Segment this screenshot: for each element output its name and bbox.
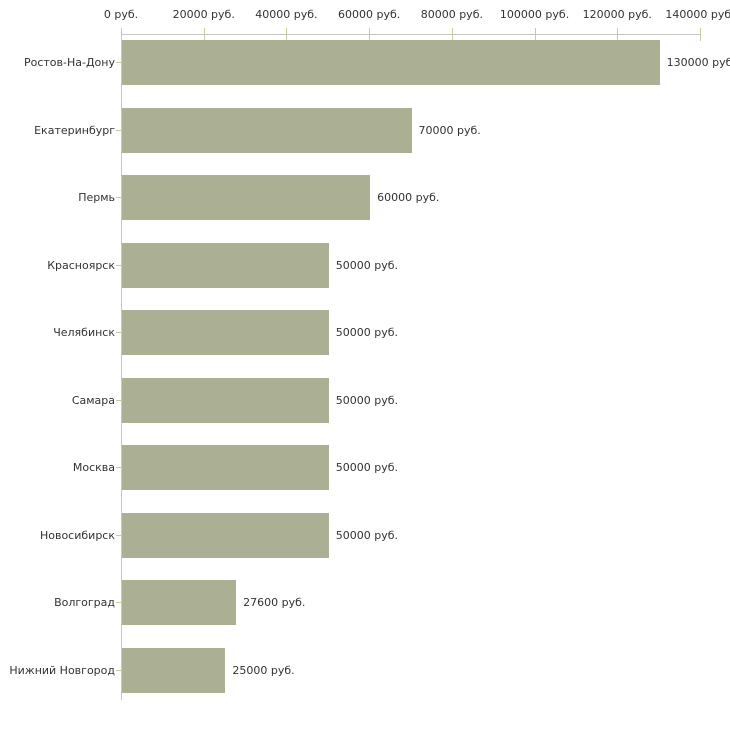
bar-row: Челябинск 50000 руб. xyxy=(0,310,730,355)
x-tick-label: 20000 руб. xyxy=(172,8,235,21)
category-tick xyxy=(116,534,121,536)
bar-row: Ростов-На-Дону 130000 руб. xyxy=(0,40,730,85)
value-label: 50000 руб. xyxy=(335,461,399,474)
x-tick-label: 0 руб. xyxy=(103,8,139,21)
bar-row: Нижний Новгород 25000 руб. xyxy=(0,647,730,693)
value-label: 50000 руб. xyxy=(335,258,399,272)
value-label: 50000 руб. xyxy=(335,326,399,339)
category-tick xyxy=(116,264,121,266)
category-tick xyxy=(116,399,121,401)
category-tick xyxy=(116,62,121,63)
bar-row: Екатеринбург 70000 руб. xyxy=(0,107,730,153)
value-label: 70000 руб. xyxy=(418,123,481,137)
bar xyxy=(122,445,329,490)
x-tick-label: 60000 руб. xyxy=(338,8,401,21)
x-tick-label: 100000 руб. xyxy=(499,8,570,21)
category-tick xyxy=(116,602,121,603)
category-label: Самара xyxy=(71,393,115,407)
bar xyxy=(122,310,329,355)
bar-row: Самара 50000 руб. xyxy=(0,377,730,423)
bar xyxy=(122,377,329,423)
category-label: Волгоград xyxy=(54,596,115,609)
value-label: 27600 руб. xyxy=(243,596,306,609)
category-tick xyxy=(116,129,121,131)
bar-row: Красноярск 50000 руб. xyxy=(0,242,730,288)
category-tick xyxy=(116,332,121,333)
x-tick-label: 140000 руб. xyxy=(665,8,730,21)
value-label: 50000 руб. xyxy=(335,528,399,542)
x-tick-label: 120000 руб. xyxy=(582,8,652,21)
bar xyxy=(122,40,660,85)
bar xyxy=(122,175,371,220)
bar xyxy=(122,647,226,693)
category-label: Екатеринбург xyxy=(34,123,115,137)
category-tick xyxy=(116,669,121,671)
x-tick-label: 80000 руб. xyxy=(420,8,483,21)
value-label: 50000 руб. xyxy=(335,393,399,407)
category-label: Москва xyxy=(72,461,115,474)
category-label: Нижний Новгород xyxy=(9,663,115,677)
value-label: 60000 руб. xyxy=(377,191,440,204)
category-tick xyxy=(116,197,121,198)
bar-row: Волгоград 27600 руб. xyxy=(0,580,730,625)
x-axis-line xyxy=(121,34,701,35)
category-label: Челябинск xyxy=(53,326,115,339)
bar xyxy=(122,242,329,288)
category-label: Красноярск xyxy=(47,258,115,272)
bar-row: Пермь 60000 руб. xyxy=(0,175,730,220)
bar xyxy=(122,512,329,558)
y-axis-line xyxy=(121,34,122,700)
bar xyxy=(122,107,412,153)
category-label: Ростов-На-Дону xyxy=(23,56,115,69)
value-label: 25000 руб. xyxy=(232,663,295,677)
x-tick-label: 40000 руб. xyxy=(255,8,318,21)
value-label: 130000 руб. xyxy=(666,56,730,69)
bar-row: Новосибирск 50000 руб. xyxy=(0,512,730,558)
bar-row: Москва 50000 руб. xyxy=(0,445,730,490)
bar xyxy=(122,580,237,625)
category-tick xyxy=(116,467,121,468)
category-label: Пермь xyxy=(78,191,115,204)
category-label: Новосибирск xyxy=(39,528,115,542)
